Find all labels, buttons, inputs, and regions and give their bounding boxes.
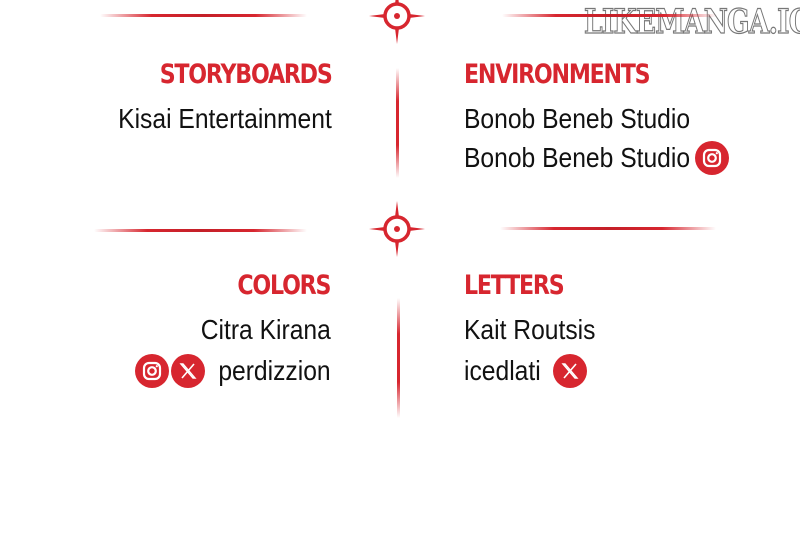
divider-line	[397, 298, 400, 418]
crosshair-icon	[369, 0, 425, 44]
instagram-icon[interactable]	[695, 141, 729, 175]
credit-name: Citra Kirana	[200, 314, 331, 345]
credit-name: Bonob Beneb Studio	[464, 103, 691, 134]
role-heading-colors: COLORS	[237, 270, 331, 301]
role-heading-letters: LETTERS	[464, 270, 565, 301]
credit-name: Kisai Entertainment	[118, 103, 332, 134]
credit-handle: perdizzion	[218, 355, 331, 386]
watermark-logo: LIKEMANGA.IO	[584, 1, 800, 42]
divider-line	[396, 68, 399, 178]
divider-line	[94, 229, 307, 232]
credit-name: Kait Routsis	[464, 314, 596, 345]
divider-line	[500, 227, 716, 230]
crosshair-icon	[369, 201, 425, 257]
credit-handle: Bonob Beneb Studio	[464, 142, 691, 173]
role-heading-storyboards: STORYBOARDS	[160, 59, 333, 90]
role-heading-environments: ENVIRONMENTS	[464, 59, 651, 90]
credit-handle: icedlati	[464, 355, 541, 386]
divider-line	[100, 14, 307, 17]
instagram-icon[interactable]	[135, 354, 169, 388]
divider-line	[502, 14, 717, 17]
x-icon[interactable]	[171, 354, 205, 388]
x-icon[interactable]	[553, 354, 587, 388]
